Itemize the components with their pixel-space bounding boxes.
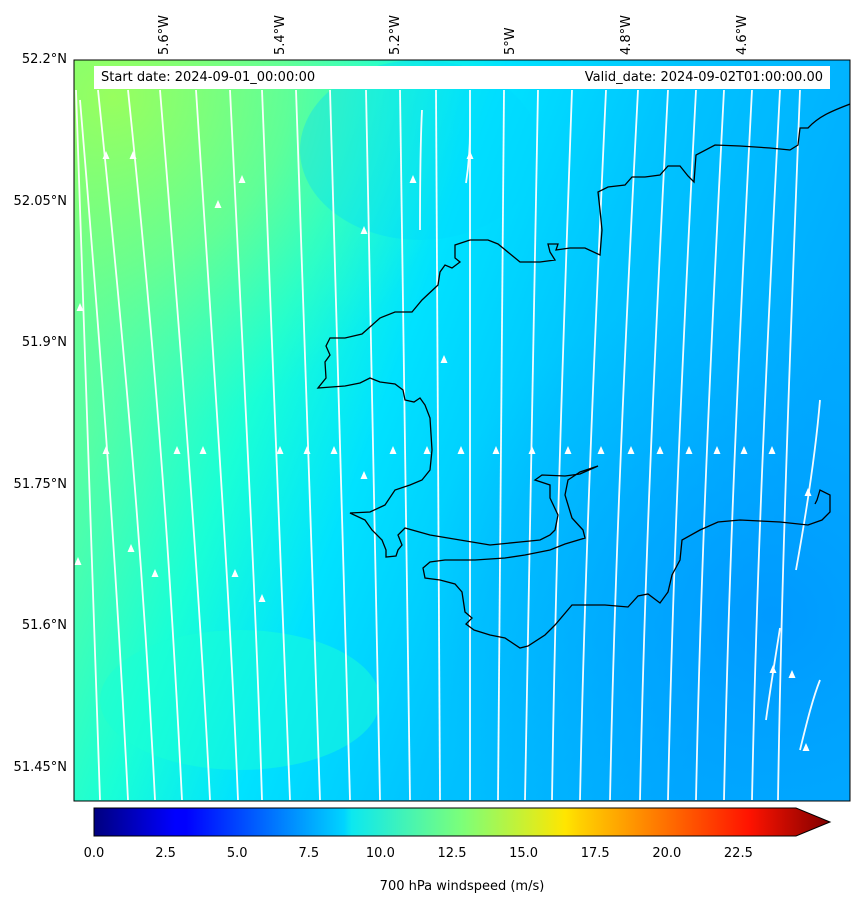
streamline-arrow-icon xyxy=(214,200,222,208)
streamline-arrow-icon xyxy=(330,446,338,454)
lon-label-5-2w: 5.2°W xyxy=(388,14,403,55)
streamline-arrow-icon xyxy=(276,446,284,454)
lon-label-5w: 5°W xyxy=(503,27,518,55)
streamline-arrow-icon xyxy=(238,175,246,183)
colorbar-tick: 22.5 xyxy=(723,846,753,861)
streamline-arrow-icon xyxy=(151,569,159,577)
streamline-arrow-icon xyxy=(199,446,207,454)
streamline-arrow-icon xyxy=(528,446,536,454)
lat-label-51-75: 51.75°N xyxy=(13,477,67,492)
start-date-label: Start date: 2024-09-01_00:00:00 xyxy=(101,70,316,85)
lon-label-4-6w: 4.6°W xyxy=(735,14,750,55)
streamline-arrow-icon xyxy=(360,471,368,479)
lat-label-51-9: 51.9°N xyxy=(21,335,67,350)
date-info-box xyxy=(94,66,830,89)
lon-label-5-6w: 5.6°W xyxy=(157,14,172,55)
streamline-arrow-icon xyxy=(303,446,311,454)
streamline-arrow-icon xyxy=(102,446,110,454)
streamline-arrow-icon xyxy=(492,446,500,454)
colorbar-tick: 5.0 xyxy=(226,846,248,861)
streamline-arrow-icon xyxy=(713,446,721,454)
streamline-arrow-icon xyxy=(129,151,137,159)
streamline-arrow-icon xyxy=(466,151,474,159)
streamline-arrow-icon xyxy=(740,446,748,454)
colorbar-tick: 10.0 xyxy=(365,846,395,861)
colorbar-tick: 17.5 xyxy=(580,846,610,861)
streamline-arrow-icon xyxy=(127,544,135,552)
streamline-arrow-icon xyxy=(768,446,776,454)
lat-label-52-2: 52.2°N xyxy=(21,52,67,67)
coastline xyxy=(316,103,850,649)
streamline-arrow-icon xyxy=(389,446,397,454)
streamline-arrows xyxy=(74,151,812,751)
lon-label-5-4w: 5.4°W xyxy=(273,14,288,55)
streamline-arrow-icon xyxy=(802,743,810,751)
lat-label-51-45: 51.45°N xyxy=(13,760,67,775)
streamline-arrow-icon xyxy=(769,665,777,673)
streamline-arrow-icon xyxy=(804,488,812,496)
colorbar-label: 700 hPa windspeed (m/s) xyxy=(379,879,545,894)
lon-label-4-8w: 4.8°W xyxy=(619,14,634,55)
streamline-arrow-icon xyxy=(258,594,266,602)
map-frame xyxy=(73,59,851,802)
lat-label-51-6: 51.6°N xyxy=(21,618,67,633)
streamline-arrow-icon xyxy=(74,557,82,565)
streamline-arrow-icon xyxy=(597,446,605,454)
streamline-arrow-icon xyxy=(360,226,368,234)
colorbar-tick: 0.0 xyxy=(83,846,105,861)
streamline-arrow-icon xyxy=(685,446,693,454)
streamline-arrow-icon xyxy=(627,446,635,454)
colorbar xyxy=(93,807,832,837)
streamline-arrow-icon xyxy=(76,303,84,311)
streamline-arrow-icon xyxy=(231,569,239,577)
colorbar-tick: 7.5 xyxy=(298,846,320,861)
streamline-arrow-icon xyxy=(564,446,572,454)
streamline-arrow-icon xyxy=(440,355,448,363)
streamline-arrow-icon xyxy=(173,446,181,454)
colorbar-tick: 2.5 xyxy=(155,846,176,861)
colorbar-tick: 20.0 xyxy=(652,846,682,861)
streamline-arrow-icon xyxy=(788,670,796,678)
streamline-arrow-icon xyxy=(656,446,664,454)
streamline-arrow-icon xyxy=(423,446,431,454)
valid-date-label: Valid_date: 2024-09-02T01:00:00.00 xyxy=(584,70,823,85)
windspeed-field xyxy=(74,60,850,801)
lat-label-52-05: 52.05°N xyxy=(13,194,67,209)
streamline-arrow-icon xyxy=(102,151,110,159)
colorbar-tick: 12.5 xyxy=(437,846,467,861)
streamline-arrow-icon xyxy=(457,446,465,454)
colorbar-tick: 15.0 xyxy=(509,846,539,861)
streamline-arrow-icon xyxy=(409,175,417,183)
